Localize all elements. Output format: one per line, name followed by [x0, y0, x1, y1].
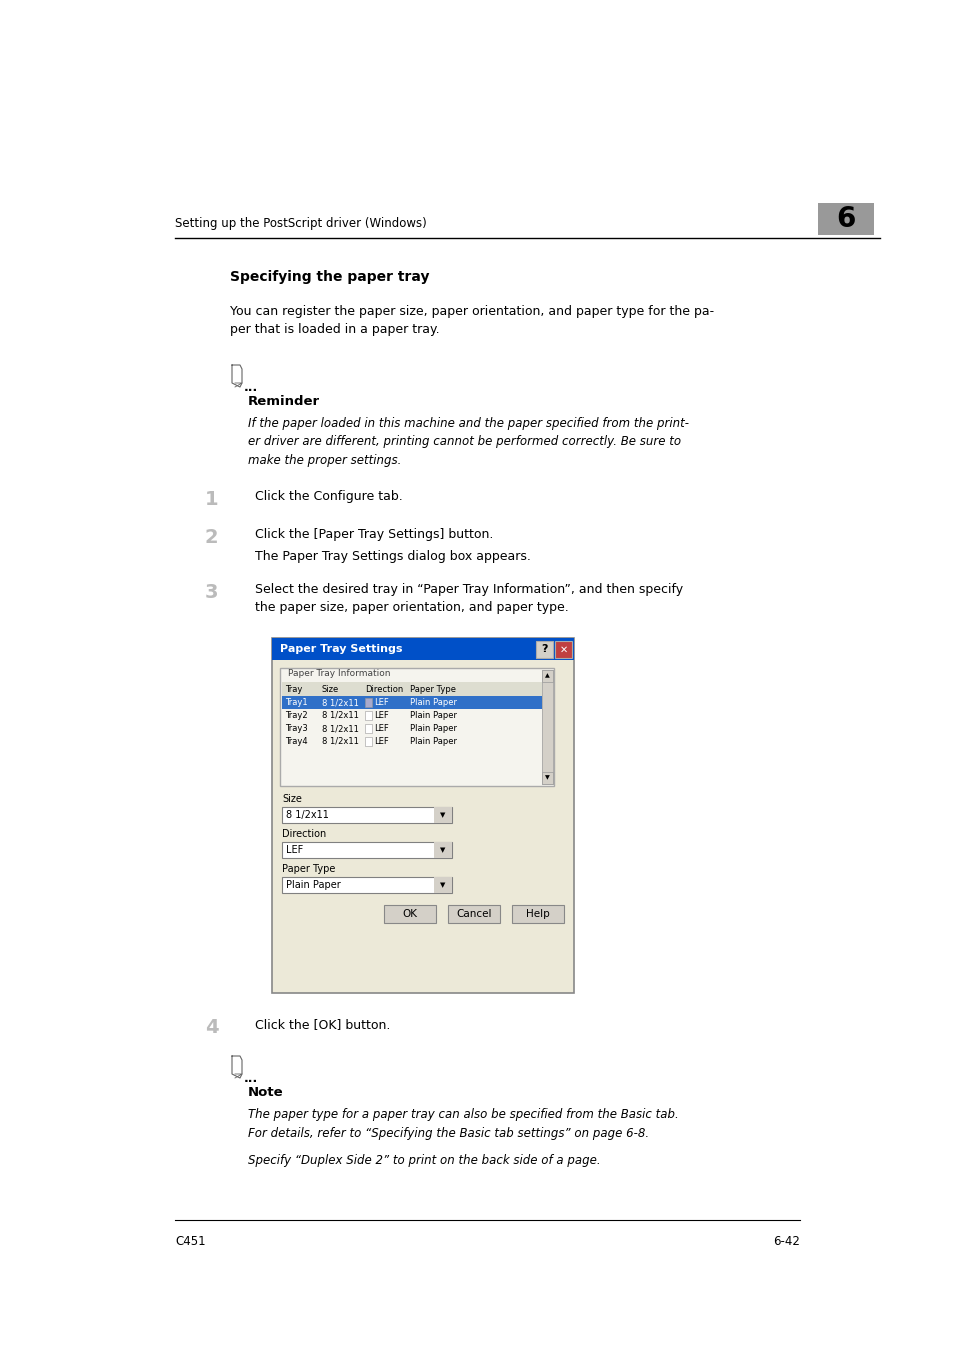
Text: Click the [Paper Tray Settings] button.: Click the [Paper Tray Settings] button. [254, 528, 493, 541]
FancyBboxPatch shape [434, 878, 452, 892]
Text: 8 1/2x11: 8 1/2x11 [322, 711, 358, 720]
Text: The paper type for a paper tray can also be specified from the Basic tab.
For de: The paper type for a paper tray can also… [248, 1108, 678, 1139]
FancyBboxPatch shape [365, 737, 372, 747]
FancyBboxPatch shape [512, 904, 563, 923]
Text: 6: 6 [836, 205, 855, 234]
FancyBboxPatch shape [282, 842, 452, 859]
Text: You can register the paper size, paper orientation, and paper type for the pa-
p: You can register the paper size, paper o… [230, 305, 714, 336]
Text: OK: OK [402, 909, 417, 919]
Text: ?: ? [540, 644, 547, 655]
Text: Reminder: Reminder [248, 396, 320, 408]
Text: Tray2: Tray2 [285, 711, 307, 720]
Text: 3: 3 [205, 583, 218, 602]
Text: ▼: ▼ [544, 775, 549, 780]
Text: 4: 4 [205, 1018, 218, 1037]
FancyBboxPatch shape [448, 904, 499, 923]
FancyBboxPatch shape [282, 807, 452, 824]
FancyBboxPatch shape [541, 670, 553, 682]
Text: Size: Size [322, 684, 339, 694]
Text: ...: ... [244, 1072, 258, 1085]
Text: Tray: Tray [285, 684, 302, 694]
Text: Tray3: Tray3 [285, 724, 308, 733]
Text: ✕: ✕ [558, 644, 567, 655]
Text: ▲: ▲ [544, 674, 549, 679]
Text: 8 1/2x11: 8 1/2x11 [322, 724, 358, 733]
Text: Plain Paper: Plain Paper [410, 724, 456, 733]
Text: Note: Note [248, 1085, 283, 1099]
Text: Plain Paper: Plain Paper [410, 737, 456, 747]
Text: Direction: Direction [365, 684, 403, 694]
Text: 8 1/2x11: 8 1/2x11 [286, 810, 329, 819]
Text: ...: ... [244, 381, 258, 394]
Text: ▼: ▼ [440, 846, 445, 853]
FancyBboxPatch shape [434, 807, 452, 824]
Text: Setting up the PostScript driver (Windows): Setting up the PostScript driver (Window… [174, 217, 426, 230]
Text: Cancel: Cancel [456, 909, 491, 919]
Polygon shape [232, 1056, 242, 1079]
Text: If the paper loaded in this machine and the paper specified from the print-
er d: If the paper loaded in this machine and … [248, 417, 688, 467]
Text: LEF: LEF [374, 711, 388, 720]
Text: Tray4: Tray4 [285, 737, 307, 747]
Text: Select the desired tray in “Paper Tray Information”, and then specify
the paper : Select the desired tray in “Paper Tray I… [254, 583, 682, 614]
FancyBboxPatch shape [272, 639, 574, 994]
Text: Plain Paper: Plain Paper [410, 698, 456, 707]
FancyBboxPatch shape [434, 842, 452, 859]
Text: Specifying the paper tray: Specifying the paper tray [230, 270, 429, 284]
Text: 2: 2 [205, 528, 218, 547]
Text: Click the [OK] button.: Click the [OK] button. [254, 1018, 390, 1031]
FancyBboxPatch shape [541, 772, 553, 784]
Text: Specify “Duplex Side 2” to print on the back side of a page.: Specify “Duplex Side 2” to print on the … [248, 1154, 600, 1166]
Text: LEF: LEF [374, 737, 388, 747]
FancyBboxPatch shape [365, 711, 372, 720]
Text: Paper Tray Information: Paper Tray Information [288, 670, 390, 678]
Text: LEF: LEF [374, 724, 388, 733]
FancyBboxPatch shape [282, 682, 541, 697]
Text: Size: Size [282, 794, 301, 805]
Text: Plain Paper: Plain Paper [410, 711, 456, 720]
Text: Tray1: Tray1 [285, 698, 307, 707]
FancyBboxPatch shape [365, 698, 372, 707]
FancyBboxPatch shape [280, 668, 554, 786]
Text: LEF: LEF [374, 698, 388, 707]
FancyBboxPatch shape [384, 904, 436, 923]
FancyBboxPatch shape [282, 697, 541, 709]
Text: 6-42: 6-42 [772, 1235, 800, 1247]
Text: Paper Tray Settings: Paper Tray Settings [280, 644, 402, 653]
FancyBboxPatch shape [282, 878, 452, 892]
FancyBboxPatch shape [365, 724, 372, 733]
Text: Plain Paper: Plain Paper [286, 880, 340, 890]
Text: Help: Help [525, 909, 549, 919]
Text: 8 1/2x11: 8 1/2x11 [322, 737, 358, 747]
Text: Paper Type: Paper Type [410, 684, 456, 694]
Text: Direction: Direction [282, 829, 326, 838]
FancyBboxPatch shape [536, 641, 553, 657]
Polygon shape [232, 364, 242, 387]
Text: 8 1/2x11: 8 1/2x11 [322, 698, 358, 707]
FancyBboxPatch shape [817, 202, 873, 235]
FancyBboxPatch shape [555, 641, 572, 657]
FancyBboxPatch shape [541, 670, 553, 784]
Text: Paper Type: Paper Type [282, 864, 335, 873]
Text: LEF: LEF [286, 845, 303, 855]
Text: Click the Configure tab.: Click the Configure tab. [254, 490, 402, 504]
Text: The Paper Tray Settings dialog box appears.: The Paper Tray Settings dialog box appea… [254, 549, 530, 563]
Text: ▼: ▼ [440, 882, 445, 888]
FancyBboxPatch shape [272, 639, 574, 660]
Text: C451: C451 [174, 1235, 206, 1247]
Text: 1: 1 [205, 490, 218, 509]
Text: ▼: ▼ [440, 811, 445, 818]
